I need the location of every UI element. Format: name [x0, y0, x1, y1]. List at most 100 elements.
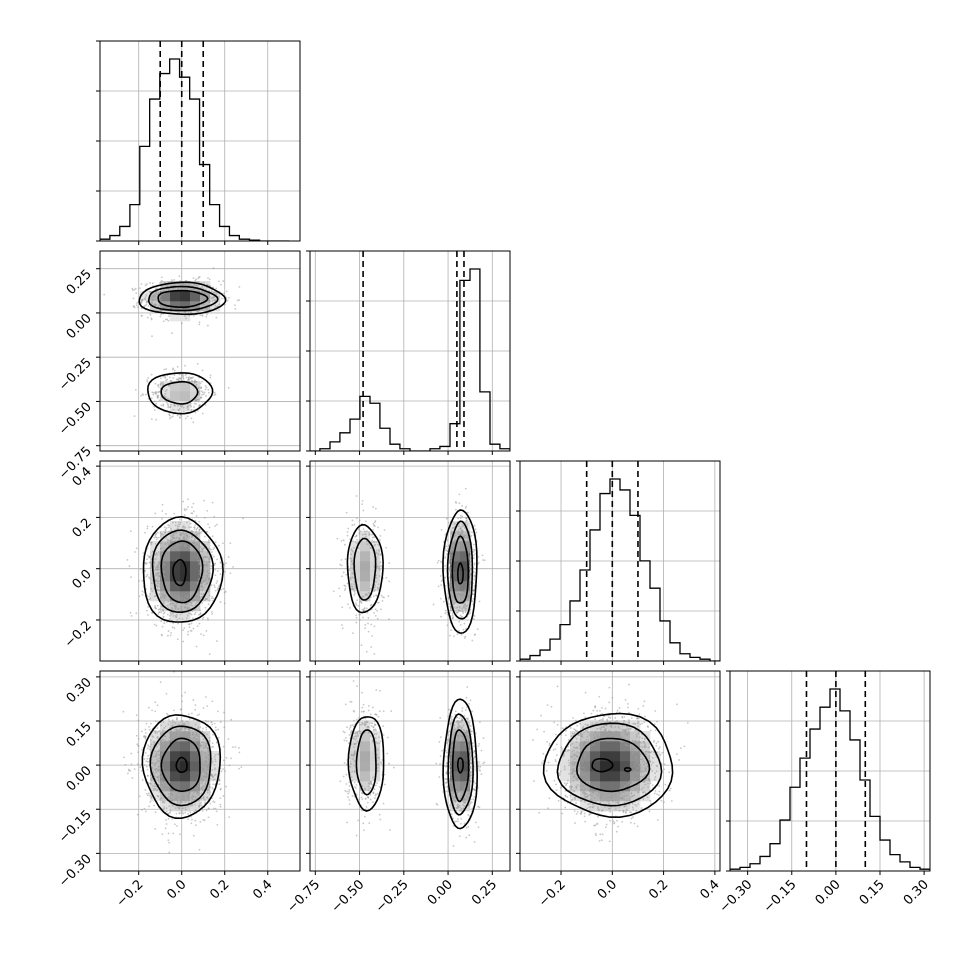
- sample-point: [462, 804, 464, 806]
- sample-point: [201, 548, 203, 551]
- sample-point: [482, 559, 484, 561]
- sample-point: [363, 607, 366, 609]
- sample-point: [168, 526, 170, 529]
- sample-point: [188, 547, 191, 549]
- sample-point: [180, 608, 183, 611]
- contour-0-1-1: [147, 285, 219, 312]
- sample-point: [450, 779, 453, 782]
- sample-point: [379, 538, 381, 541]
- sample-point: [452, 736, 455, 739]
- sample-point: [146, 768, 149, 771]
- sample-point: [196, 793, 199, 795]
- sample-point: [456, 633, 459, 636]
- sample-point: [155, 533, 157, 536]
- sample-point: [141, 579, 144, 582]
- sample-point: [364, 815, 366, 818]
- sample-point: [214, 541, 217, 544]
- sample-point: [200, 295, 203, 298]
- sample-point: [214, 562, 217, 565]
- sample-point: [208, 558, 211, 561]
- sample-point: [201, 303, 204, 306]
- sample-point: [174, 614, 177, 617]
- sample-point: [129, 530, 132, 532]
- sample-point: [214, 299, 217, 302]
- sample-point: [169, 792, 172, 795]
- sample-point: [197, 554, 199, 556]
- sample-point: [187, 818, 190, 821]
- sample-point: [159, 772, 162, 775]
- sample-point: [158, 611, 161, 614]
- sample-point: [155, 624, 158, 627]
- sample-point: [185, 542, 187, 545]
- sample-point: [346, 790, 348, 793]
- sample-point: [201, 577, 204, 580]
- sample-point: [202, 593, 205, 595]
- sample-point: [369, 544, 371, 547]
- sample-point: [230, 757, 232, 760]
- sample-point: [171, 626, 174, 629]
- sample-point: [210, 584, 213, 586]
- sample-point: [138, 795, 141, 798]
- sample-point: [172, 533, 175, 536]
- sample-point: [368, 783, 371, 785]
- sample-point: [450, 782, 453, 785]
- sample-point: [160, 279, 163, 282]
- sample-point: [459, 596, 462, 599]
- sample-point: [171, 521, 174, 524]
- sample-point: [371, 706, 374, 709]
- sample-point: [197, 400, 200, 403]
- sample-point: [448, 603, 450, 605]
- sample-point: [172, 594, 174, 596]
- sample-point: [444, 609, 447, 612]
- sample-point: [156, 577, 159, 580]
- sample-point: [457, 533, 460, 535]
- sample-point: [365, 806, 368, 808]
- sample-point: [351, 572, 354, 575]
- sample-point: [190, 622, 193, 625]
- sample-point: [383, 783, 386, 786]
- sample-point: [174, 606, 177, 609]
- sample-point: [452, 543, 455, 546]
- sample-point: [185, 376, 188, 379]
- sample-point: [203, 819, 206, 822]
- sample-point: [176, 545, 178, 548]
- sample-point: [344, 587, 347, 590]
- density-cell: [170, 801, 181, 812]
- sample-point: [356, 740, 359, 743]
- sample-point: [457, 795, 460, 798]
- sample-point: [218, 779, 221, 782]
- density-cell: [160, 291, 171, 302]
- sample-point: [450, 813, 453, 815]
- sample-point: [176, 798, 178, 801]
- sample-point: [204, 606, 207, 609]
- sample-point: [369, 798, 372, 801]
- sample-point: [131, 777, 134, 779]
- sample-point: [198, 587, 201, 590]
- sample-point: [199, 776, 202, 779]
- sample-point: [457, 805, 460, 808]
- sample-point: [468, 739, 470, 742]
- sample-point: [222, 542, 224, 545]
- contour-0-2-2: [160, 540, 204, 604]
- sample-point: [182, 283, 185, 286]
- density-cell: [460, 581, 471, 592]
- sample-point: [336, 537, 339, 540]
- sample-point: [193, 590, 196, 593]
- sample-point: [343, 762, 346, 764]
- sample-point: [450, 721, 453, 724]
- sample-point: [202, 744, 205, 747]
- sample-point: [467, 596, 470, 599]
- sample-point: [163, 557, 166, 560]
- sample-point: [347, 603, 349, 605]
- histogram-0: [100, 58, 290, 241]
- sample-point: [206, 313, 209, 316]
- sample-point: [196, 714, 199, 717]
- sample-point: [183, 796, 185, 799]
- sample-point: [374, 507, 377, 510]
- sample-point: [228, 816, 231, 819]
- density-cell: [160, 751, 171, 762]
- sample-point: [191, 506, 193, 509]
- pair-frame-0-3: [99, 670, 301, 872]
- sample-point: [457, 737, 460, 740]
- sample-point: [160, 377, 162, 380]
